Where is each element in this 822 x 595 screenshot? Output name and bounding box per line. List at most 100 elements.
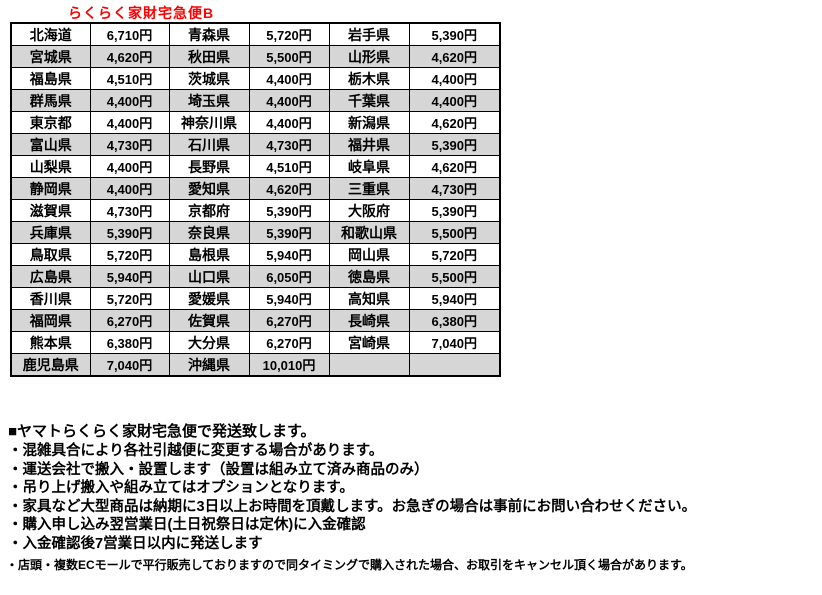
prefecture-cell: 福島県 [10,67,91,90]
prefecture-cell: 熊本県 [10,331,91,354]
price-cell: 5,500円 [408,221,501,244]
prefecture-cell [328,353,410,377]
price-cell: 4,510円 [248,155,330,178]
prefecture-cell: 大分県 [168,331,250,354]
prefecture-cell: 福井県 [328,133,410,156]
prefecture-cell: 山口県 [168,265,250,288]
notes-heading: ■ヤマトらくらく家財宅急便で発送致します。 [8,423,316,440]
price-cell: 4,400円 [89,155,170,178]
prefecture-cell: 埼玉県 [168,89,250,112]
prefecture-cell: 滋賀県 [10,199,91,222]
price-cell: 4,400円 [89,111,170,134]
price-cell: 4,620円 [248,177,330,200]
prefecture-cell: 千葉県 [328,89,410,112]
price-cell: 4,730円 [248,133,330,156]
table-row: 群馬県 4,400円 埼玉県 4,400円 千葉県 4,400円 [10,89,501,112]
price-cell: 6,050円 [248,265,330,288]
prefecture-cell: 山梨県 [10,155,91,178]
price-cell: 5,500円 [408,265,501,288]
prefecture-cell: 兵庫県 [10,221,91,244]
price-cell: 5,720円 [248,22,330,46]
table-row: 鹿児島県 7,040円 沖縄県 10,010円 [10,353,501,377]
note-bullet: ・購入申し込み翌営業日(土日祝祭日は定休)に入金確認 [8,517,366,533]
prefecture-cell: 岩手県 [328,22,410,46]
table-row: 宮城県 4,620円 秋田県 5,500円 山形県 4,620円 [10,45,501,68]
price-cell: 6,380円 [89,331,170,354]
prefecture-cell: 秋田県 [168,45,250,68]
table-row: 広島県 5,940円 山口県 6,050円 徳島県 5,500円 [10,265,501,288]
prefecture-cell: 新潟県 [328,111,410,134]
price-cell: 5,390円 [408,133,501,156]
table-row: 山梨県 4,400円 長野県 4,510円 岐阜県 4,620円 [10,155,501,178]
prefecture-cell: 広島県 [10,265,91,288]
prefecture-cell: 愛媛県 [168,287,250,310]
price-cell: 5,940円 [89,265,170,288]
table-row: 福島県 4,510円 茨城県 4,400円 栃木県 4,400円 [10,67,501,90]
table-row: 静岡県 4,400円 愛知県 4,620円 三重県 4,730円 [10,177,501,200]
prefecture-cell: 神奈川県 [168,111,250,134]
table-row: 鳥取県 5,720円 島根県 5,940円 岡山県 5,720円 [10,243,501,266]
note-bullet: ・家具など大型商品は納期に3日以上お時間を頂戴します。お急ぎの場合は事前にお問い… [8,498,697,515]
price-cell: 5,720円 [89,243,170,266]
note-bullet: ・吊り上げ搬入や組み立てはオプションとなります。 [8,480,354,496]
prefecture-cell: 山形県 [328,45,410,68]
price-cell: 4,400円 [89,89,170,112]
prefecture-cell: 茨城県 [168,67,250,90]
prefecture-cell: 東京都 [10,111,91,134]
price-cell: 4,400円 [408,89,501,112]
prefecture-cell: 岡山県 [328,243,410,266]
price-cell: 4,400円 [248,67,330,90]
table-row: 熊本県 6,380円 大分県 6,270円 宮崎県 7,040円 [10,331,501,354]
prefecture-cell: 岐阜県 [328,155,410,178]
price-cell: 4,620円 [89,45,170,68]
prefecture-cell: 鹿児島県 [10,353,91,377]
price-cell: 5,720円 [408,243,501,266]
table-row: 東京都 4,400円 神奈川県 4,400円 新潟県 4,620円 [10,111,501,134]
price-cell: 5,390円 [248,221,330,244]
price-cell: 6,270円 [248,331,330,354]
prefecture-cell: 青森県 [168,22,250,46]
prefecture-cell: 佐賀県 [168,309,250,332]
price-cell: 6,710円 [89,22,170,46]
price-cell: 4,400円 [248,89,330,112]
table-row: 滋賀県 4,730円 京都府 5,390円 大阪府 5,390円 [10,199,501,222]
shipping-fee-table: 北海道 6,710円 青森県 5,720円 岩手県 5,390円 宮城県 4,620円 秋田県 5… [10,22,501,377]
price-cell: 5,500円 [248,45,330,68]
table-row: 北海道 6,710円 青森県 5,720円 岩手県 5,390円 [10,22,501,46]
prefecture-cell: 三重県 [328,177,410,200]
prefecture-cell: 静岡県 [10,177,91,200]
note-bullet: ・運送会社で搬入・設置します（設置は組み立て済み商品のみ） [8,461,429,478]
price-cell: 4,400円 [408,67,501,90]
notes-bullet-list: ・混雑具合により各社引越便に変更する場合があります。 ・運送会社で搬入・設置します… [8,442,696,553]
price-cell: 5,390円 [408,22,501,46]
price-cell: 4,510円 [89,67,170,90]
price-cell: 5,390円 [89,221,170,244]
prefecture-cell: 宮崎県 [328,331,410,354]
prefecture-cell: 群馬県 [10,89,91,112]
price-cell: 7,040円 [408,331,501,354]
price-cell: 5,720円 [89,287,170,310]
price-cell: 5,940円 [248,243,330,266]
table-row: 兵庫県 5,390円 奈良県 5,390円 和歌山県 5,500円 [10,221,501,244]
prefecture-cell: 長野県 [168,155,250,178]
fee-table-body: 北海道 6,710円 青森県 5,720円 岩手県 5,390円 宮城県 4,620円 秋田県 5… [10,22,501,377]
price-cell: 4,730円 [89,199,170,222]
table-row: 福岡県 6,270円 佐賀県 6,270円 長崎県 6,380円 [10,309,501,332]
price-cell: 6,380円 [408,309,501,332]
prefecture-cell: 奈良県 [168,221,250,244]
page-title: らくらく家財宅急便B [68,5,215,21]
price-cell: 5,940円 [248,287,330,310]
prefecture-cell: 長崎県 [328,309,410,332]
prefecture-cell: 鳥取県 [10,243,91,266]
prefecture-cell: 大阪府 [328,199,410,222]
price-cell: 4,620円 [408,45,501,68]
price-cell: 4,400円 [89,177,170,200]
table-row: 富山県 4,730円 石川県 4,730円 福井県 5,390円 [10,133,501,156]
price-cell: 5,390円 [408,199,501,222]
prefecture-cell: 福岡県 [10,309,91,332]
prefecture-cell: 香川県 [10,287,91,310]
price-cell: 4,400円 [248,111,330,134]
prefecture-cell: 愛知県 [168,177,250,200]
price-cell: 5,390円 [248,199,330,222]
price-cell [408,353,501,377]
